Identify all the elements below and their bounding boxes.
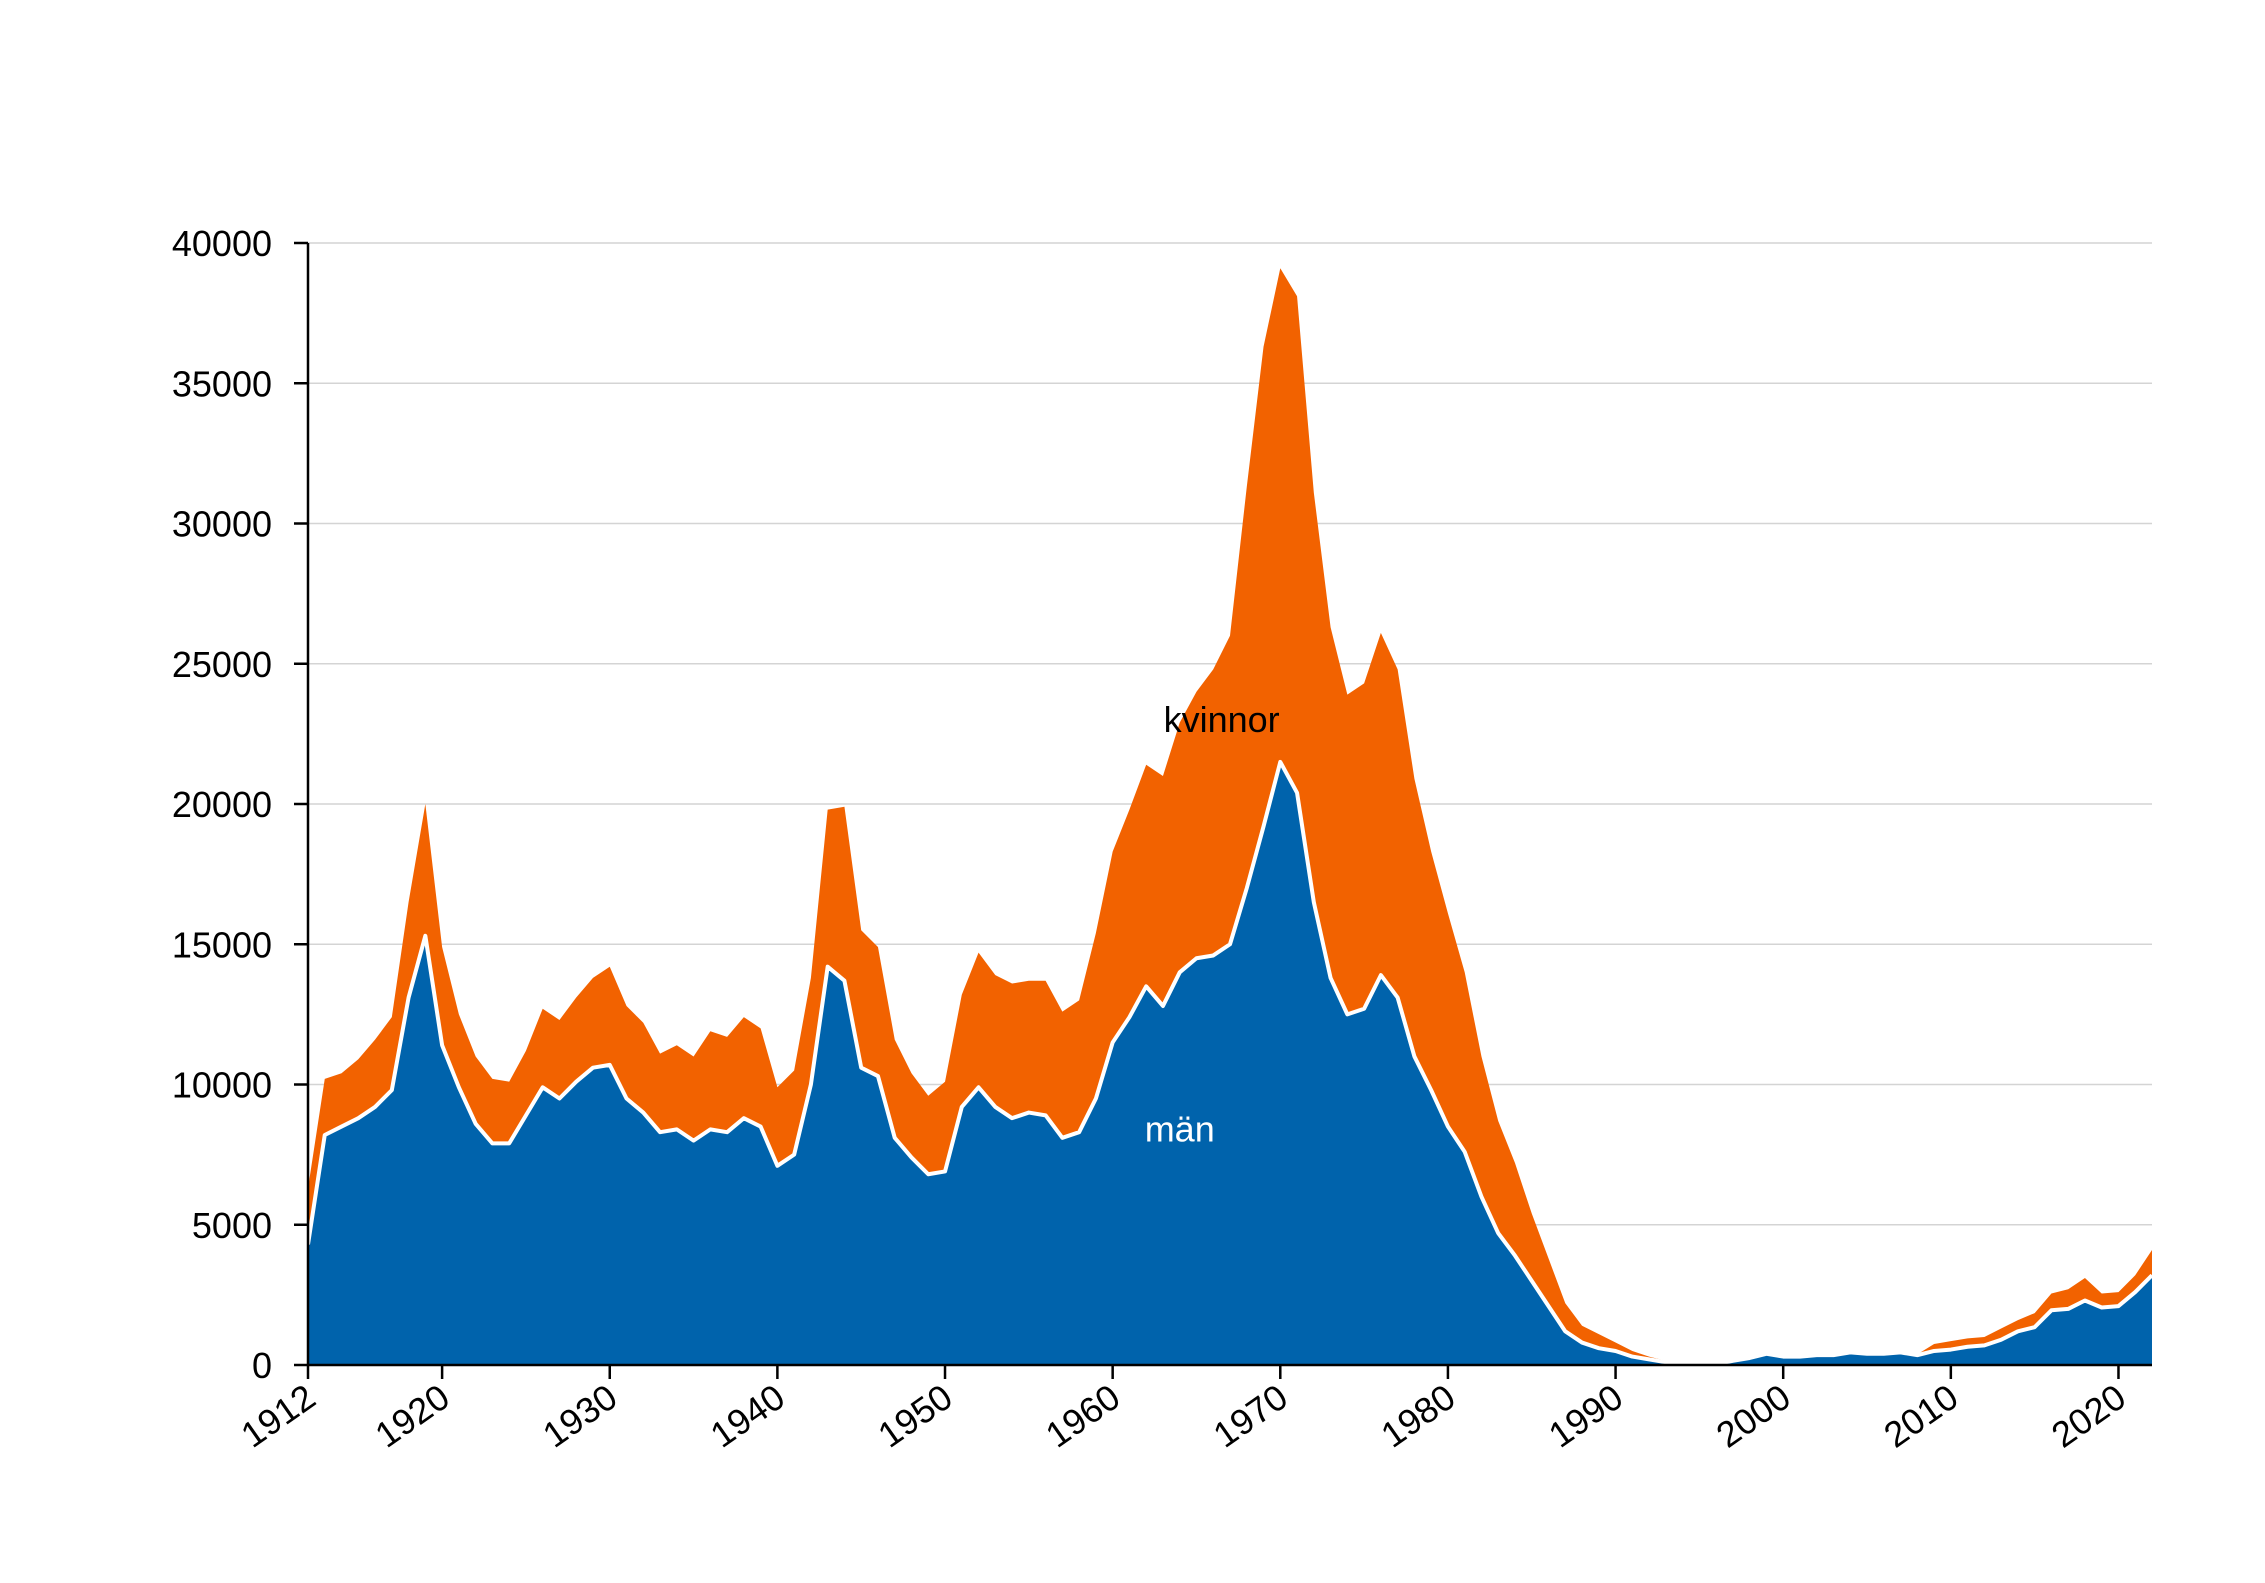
y-tick-label-25000: 25000 bbox=[172, 644, 272, 685]
y-tick-label-30000: 30000 bbox=[172, 504, 272, 545]
x-tick-label-1990: 1990 bbox=[1541, 1376, 1630, 1456]
area-man bbox=[308, 761, 2152, 1365]
y-tick-label-5000: 5000 bbox=[192, 1205, 272, 1246]
y-tick-label-35000: 35000 bbox=[172, 363, 272, 404]
series-labels: kvinnor män bbox=[1145, 699, 1280, 1150]
x-tick-label-1940: 1940 bbox=[703, 1376, 792, 1456]
x-tick-label-1950: 1950 bbox=[870, 1376, 959, 1456]
axes bbox=[294, 241, 2152, 1379]
series-label-man: män bbox=[1145, 1108, 1215, 1149]
x-tick-label-1912: 1912 bbox=[233, 1376, 322, 1456]
x-tick-label-1960: 1960 bbox=[1038, 1376, 1127, 1456]
x-tick-label-1920: 1920 bbox=[368, 1376, 457, 1456]
series-label-kvinnor: kvinnor bbox=[1164, 699, 1280, 740]
area-series bbox=[306, 268, 2154, 1367]
y-tick-label-20000: 20000 bbox=[172, 784, 272, 825]
y-tick-labels: 0 5000 10000 15000 20000 25000 30000 35000 40000 bbox=[172, 223, 272, 1386]
y-tick-label-0: 0 bbox=[252, 1345, 272, 1386]
y-tick-label-10000: 10000 bbox=[172, 1065, 272, 1106]
series-boundary-line bbox=[306, 759, 2154, 1367]
x-tick-labels: 1912 1920 1930 1940 1950 1960 1970 1980 1990 2000… bbox=[233, 1376, 2133, 1456]
area-kvinnor bbox=[308, 268, 2152, 1365]
x-tick-label-1970: 1970 bbox=[1206, 1376, 1295, 1456]
y-tick-label-40000: 40000 bbox=[172, 223, 272, 264]
x-tick-label-2000: 2000 bbox=[1709, 1376, 1798, 1456]
x-tick-label-2010: 2010 bbox=[1876, 1376, 1965, 1456]
x-tick-label-1980: 1980 bbox=[1373, 1376, 1462, 1456]
x-tick-label-2020: 2020 bbox=[2044, 1376, 2133, 1456]
y-tick-label-15000: 15000 bbox=[172, 924, 272, 965]
x-tick-label-1930: 1930 bbox=[535, 1376, 624, 1456]
